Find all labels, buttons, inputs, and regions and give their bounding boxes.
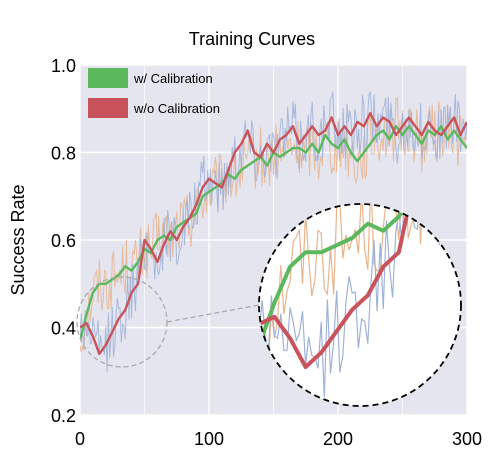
inset-raw-line — [259, 204, 461, 367]
legend-label: w/ Calibration — [133, 71, 213, 86]
legend: w/ Calibration w/o Calibration — [88, 68, 220, 118]
legend-swatch — [88, 68, 128, 88]
axis-ticks: 0 100 200 300 0.2 0.4 0.6 0.8 1.0 — [51, 56, 482, 449]
raw-series-line — [80, 90, 467, 373]
y-tick-label: 0.8 — [51, 144, 76, 164]
legend-label: w/o Calibration — [133, 101, 220, 116]
y-tick-label: 1.0 — [51, 56, 76, 76]
inset-ring — [258, 203, 462, 407]
y-tick-label: 0.6 — [51, 231, 76, 251]
y-tick-label: 0.4 — [51, 319, 76, 339]
y-tick-label: 0.2 — [51, 406, 76, 426]
chart-title: Training Curves — [189, 29, 315, 49]
zoom-inset — [258, 203, 462, 407]
x-tick-label: 0 — [75, 429, 85, 449]
inset-series-line — [259, 204, 461, 347]
x-tick-label: 100 — [194, 429, 224, 449]
legend-swatch — [88, 98, 128, 118]
zoom-source-circle — [76, 276, 260, 368]
x-tick-label: 200 — [323, 429, 353, 449]
series-line — [80, 111, 467, 355]
smoothed-curves — [80, 111, 467, 355]
raw-curves — [80, 90, 467, 373]
x-tick-label: 300 — [452, 429, 482, 449]
y-axis-label: Success Rate — [8, 184, 28, 295]
